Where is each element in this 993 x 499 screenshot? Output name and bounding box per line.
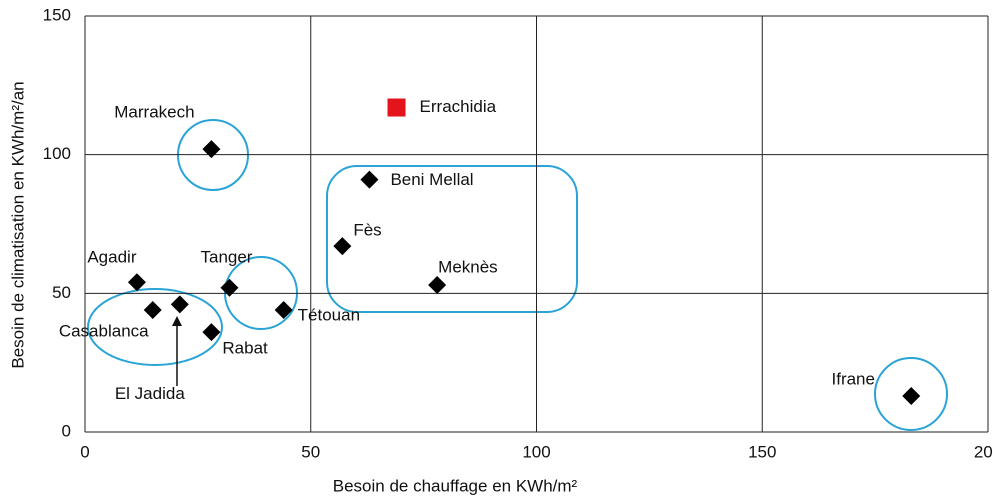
y-tick-label: 50 bbox=[52, 283, 71, 302]
group-ring bbox=[874, 357, 948, 431]
point-label: Meknès bbox=[438, 257, 498, 276]
x-tick-label: 200 bbox=[974, 442, 993, 461]
point bbox=[143, 300, 162, 319]
x-tick-label: 50 bbox=[301, 442, 320, 461]
point-label: Agadir bbox=[87, 248, 136, 267]
point-label: Fès bbox=[353, 221, 381, 240]
y-tick-label: 0 bbox=[62, 421, 71, 440]
point bbox=[127, 273, 146, 292]
point-label: Errachidia bbox=[420, 97, 497, 116]
point bbox=[387, 98, 406, 117]
group-ring bbox=[87, 288, 223, 366]
y-axis-label: Besoin de climatisation en KWh/m²/an bbox=[8, 81, 27, 368]
x-tick-label: 0 bbox=[80, 442, 89, 461]
point-label: El Jadida bbox=[115, 384, 185, 403]
point-label: Casablanca bbox=[59, 321, 149, 340]
point bbox=[202, 140, 221, 159]
x-axis-label: Besoin de chauffage en KWh/m² bbox=[333, 476, 578, 495]
point bbox=[170, 295, 189, 314]
x-tick-label: 150 bbox=[748, 442, 776, 461]
point bbox=[333, 237, 352, 256]
y-tick-label: 150 bbox=[43, 5, 71, 24]
point bbox=[202, 323, 221, 342]
group-box bbox=[326, 165, 578, 313]
point-label: Beni Mellal bbox=[390, 170, 473, 189]
point-label: Ifrane bbox=[832, 369, 875, 388]
point-label: Rabat bbox=[222, 339, 268, 358]
y-tick-label: 100 bbox=[43, 144, 71, 163]
x-tick-label: 100 bbox=[522, 442, 550, 461]
point bbox=[220, 278, 239, 297]
point-label: Marrakech bbox=[114, 103, 194, 122]
point bbox=[274, 300, 293, 319]
point bbox=[428, 276, 447, 295]
arrow-head bbox=[172, 316, 182, 326]
point-label: Tanger bbox=[200, 247, 252, 266]
point bbox=[902, 386, 921, 405]
point bbox=[360, 170, 379, 189]
point-label: Tétouan bbox=[298, 305, 360, 324]
